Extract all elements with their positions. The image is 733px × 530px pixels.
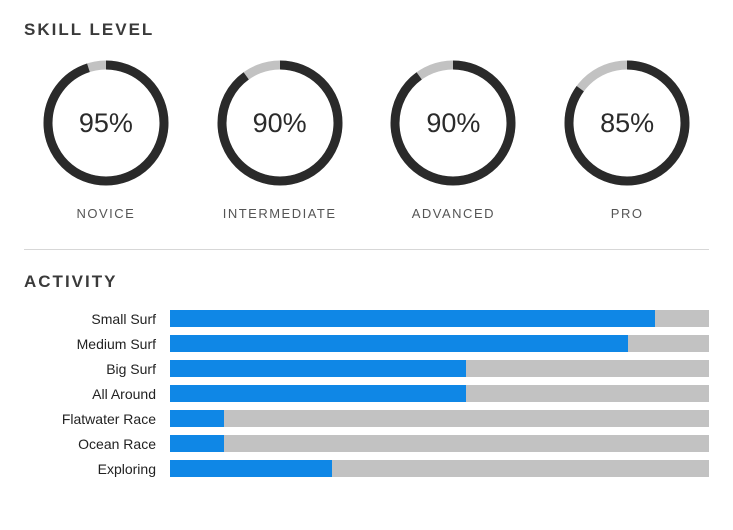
donut-label: INTERMEDIATE <box>223 206 337 221</box>
bar-fill <box>170 335 628 352</box>
activity-label: Medium Surf <box>24 336 170 352</box>
donut-label: ADVANCED <box>412 206 495 221</box>
activity-row: Ocean Race <box>24 435 709 452</box>
donut-row: 95% NOVICE 90% INTERMEDIATE 90% ADVANCED 85% PR… <box>24 58 709 221</box>
activity-label: Ocean Race <box>24 436 170 452</box>
bar-fill <box>170 385 466 402</box>
bar-track <box>170 335 709 352</box>
bar-track <box>170 385 709 402</box>
donut-item: 85% PRO <box>545 58 709 221</box>
bar-track <box>170 360 709 377</box>
activity-row: All Around <box>24 385 709 402</box>
bar-fill <box>170 435 224 452</box>
activity-section: ACTIVITY Small Surf Medium Surf Big Surf Al… <box>24 272 709 477</box>
skill-level-section: SKILL LEVEL 95% NOVICE 90% INTERMEDIATE 90% A… <box>24 20 709 221</box>
activity-title: ACTIVITY <box>24 272 709 292</box>
donut-percent: 85% <box>562 58 692 188</box>
activity-row: Medium Surf <box>24 335 709 352</box>
donut-percent: 95% <box>41 58 171 188</box>
bar-track <box>170 310 709 327</box>
activity-label: Small Surf <box>24 311 170 327</box>
activity-rows: Small Surf Medium Surf Big Surf All Around F… <box>24 310 709 477</box>
bar-fill <box>170 460 332 477</box>
donut-label: PRO <box>611 206 644 221</box>
activity-row: Flatwater Race <box>24 410 709 427</box>
activity-label: Exploring <box>24 461 170 477</box>
donut-item: 90% ADVANCED <box>372 58 536 221</box>
activity-row: Small Surf <box>24 310 709 327</box>
skill-level-title: SKILL LEVEL <box>24 20 709 40</box>
bar-track <box>170 410 709 427</box>
bar-track <box>170 435 709 452</box>
activity-label: Flatwater Race <box>24 411 170 427</box>
bar-fill <box>170 360 466 377</box>
donut-percent: 90% <box>215 58 345 188</box>
activity-row: Big Surf <box>24 360 709 377</box>
bar-track <box>170 460 709 477</box>
section-divider <box>24 249 709 250</box>
donut-percent: 90% <box>388 58 518 188</box>
donut-item: 95% NOVICE <box>24 58 188 221</box>
bar-fill <box>170 410 224 427</box>
donut-item: 90% INTERMEDIATE <box>198 58 362 221</box>
activity-label: Big Surf <box>24 361 170 377</box>
donut-chart: 90% <box>388 58 518 188</box>
donut-chart: 90% <box>215 58 345 188</box>
activity-row: Exploring <box>24 460 709 477</box>
donut-chart: 85% <box>562 58 692 188</box>
donut-label: NOVICE <box>76 206 135 221</box>
activity-label: All Around <box>24 386 170 402</box>
bar-fill <box>170 310 655 327</box>
donut-chart: 95% <box>41 58 171 188</box>
